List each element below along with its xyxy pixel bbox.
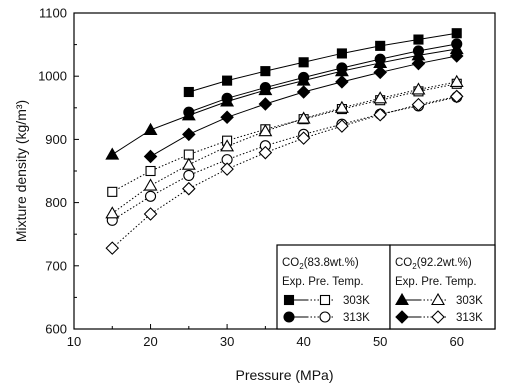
- series-92-2wt-303k-exp-: [105, 41, 464, 160]
- data-point: [411, 97, 426, 112]
- legend-marker-pre: [431, 292, 445, 306]
- legend-title: CO2(83.8wt.%): [282, 257, 359, 271]
- x-tick-label: 60: [449, 334, 463, 349]
- legend-marker-pre: [319, 311, 331, 323]
- series-92-2wt-303k-pre-: [105, 74, 464, 219]
- legend-box: [276, 244, 391, 330]
- data-point: [449, 49, 464, 63]
- series-line: [112, 83, 457, 193]
- legend-title: CO2(92.2wt.%): [395, 257, 472, 271]
- data-point: [296, 73, 311, 86]
- legend-temp-label: 313K: [343, 312, 370, 324]
- legend-marker-exp: [395, 292, 409, 306]
- legend-header: Exp. Pre. Temp.: [282, 276, 364, 288]
- legend-temp-label: 303K: [343, 295, 370, 307]
- y-tick-label: 1100: [39, 6, 67, 21]
- data-point: [334, 100, 349, 113]
- y-tick-label: 800: [45, 195, 67, 210]
- legend-marker-pre: [431, 310, 445, 324]
- data-point: [220, 110, 234, 125]
- y-tick-label: 900: [45, 132, 67, 147]
- plot-area: [105, 28, 464, 255]
- data-point: [336, 48, 347, 59]
- data-point: [220, 94, 235, 107]
- data-point: [181, 157, 196, 170]
- x-tick-label: 20: [143, 334, 157, 349]
- data-point: [220, 162, 234, 176]
- y-axis-title: Mixture density (kg/m³): [13, 100, 29, 242]
- data-point: [296, 131, 311, 145]
- data-point: [143, 122, 158, 135]
- data-point: [181, 108, 196, 121]
- axes: 10 20 30 40 50 60 600 700 800 900 1000 1100: [38, 6, 496, 349]
- data-point: [373, 65, 387, 80]
- data-point: [145, 165, 156, 177]
- legend-marker-exp: [395, 310, 409, 324]
- series-line: [112, 48, 457, 155]
- data-point: [105, 206, 120, 219]
- x-tick-label: 40: [296, 334, 310, 349]
- data-point: [449, 89, 464, 104]
- data-point: [335, 75, 349, 89]
- series-line: [111, 81, 457, 214]
- series-83-8wt-303k-pre-: [107, 78, 462, 197]
- data-point: [107, 186, 118, 197]
- legend-marker-pre: [319, 294, 331, 306]
- data-point: [258, 145, 273, 160]
- series-line: [111, 95, 457, 249]
- data-point: [296, 85, 311, 99]
- y-tick-label: 1000: [38, 69, 67, 84]
- y-tick-label: 700: [45, 258, 67, 273]
- data-point: [258, 82, 273, 96]
- data-point: [413, 34, 424, 45]
- data-point: [296, 111, 311, 124]
- legend-temp-label: 303K: [456, 295, 483, 307]
- legend-marker-exp: [283, 294, 295, 306]
- data-point: [143, 149, 158, 164]
- series-92-2wt-313k-pre-: [105, 89, 464, 255]
- y-tick-label: 600: [45, 322, 67, 337]
- data-point: [258, 124, 273, 137]
- data-point: [375, 40, 386, 51]
- data-point: [411, 82, 426, 95]
- data-point: [451, 28, 462, 39]
- legend-marker-exp: [283, 311, 295, 323]
- x-tick-label: 10: [67, 334, 81, 349]
- data-point: [105, 241, 120, 255]
- data-point: [143, 178, 158, 191]
- data-point: [298, 57, 309, 68]
- data-point: [373, 91, 388, 104]
- data-point: [182, 181, 196, 196]
- data-point: [260, 66, 271, 77]
- data-point: [144, 190, 157, 202]
- data-point: [373, 107, 387, 122]
- data-point: [449, 74, 464, 87]
- series-83-8wt-303k-exp-: [183, 28, 462, 98]
- data-point: [220, 139, 235, 152]
- data-point: [105, 147, 120, 160]
- data-point: [183, 169, 195, 181]
- data-point: [411, 56, 426, 71]
- data-point: [143, 207, 158, 221]
- x-axis-title: Pressure (MPa): [235, 367, 333, 383]
- series-line: [112, 96, 457, 221]
- series-line: [188, 32, 457, 93]
- data-point: [335, 119, 349, 133]
- data-point: [183, 86, 194, 98]
- series-83-8wt-313k-pre-: [106, 91, 463, 226]
- data-point: [182, 127, 196, 142]
- series-line: [188, 43, 457, 113]
- legend-temp-label: 313K: [456, 312, 483, 324]
- legend-header: Exp. Pre. Temp.: [395, 276, 477, 288]
- x-tick-label: 30: [220, 334, 234, 349]
- data-point: [258, 97, 273, 111]
- legend: CO2(83.8wt.%) Exp. Pre. Temp. 303K 313K CO2(…: [276, 244, 496, 330]
- data-point: [222, 75, 233, 86]
- series-92-2wt-313k-exp-: [143, 49, 464, 164]
- x-tick-label: 50: [373, 334, 387, 349]
